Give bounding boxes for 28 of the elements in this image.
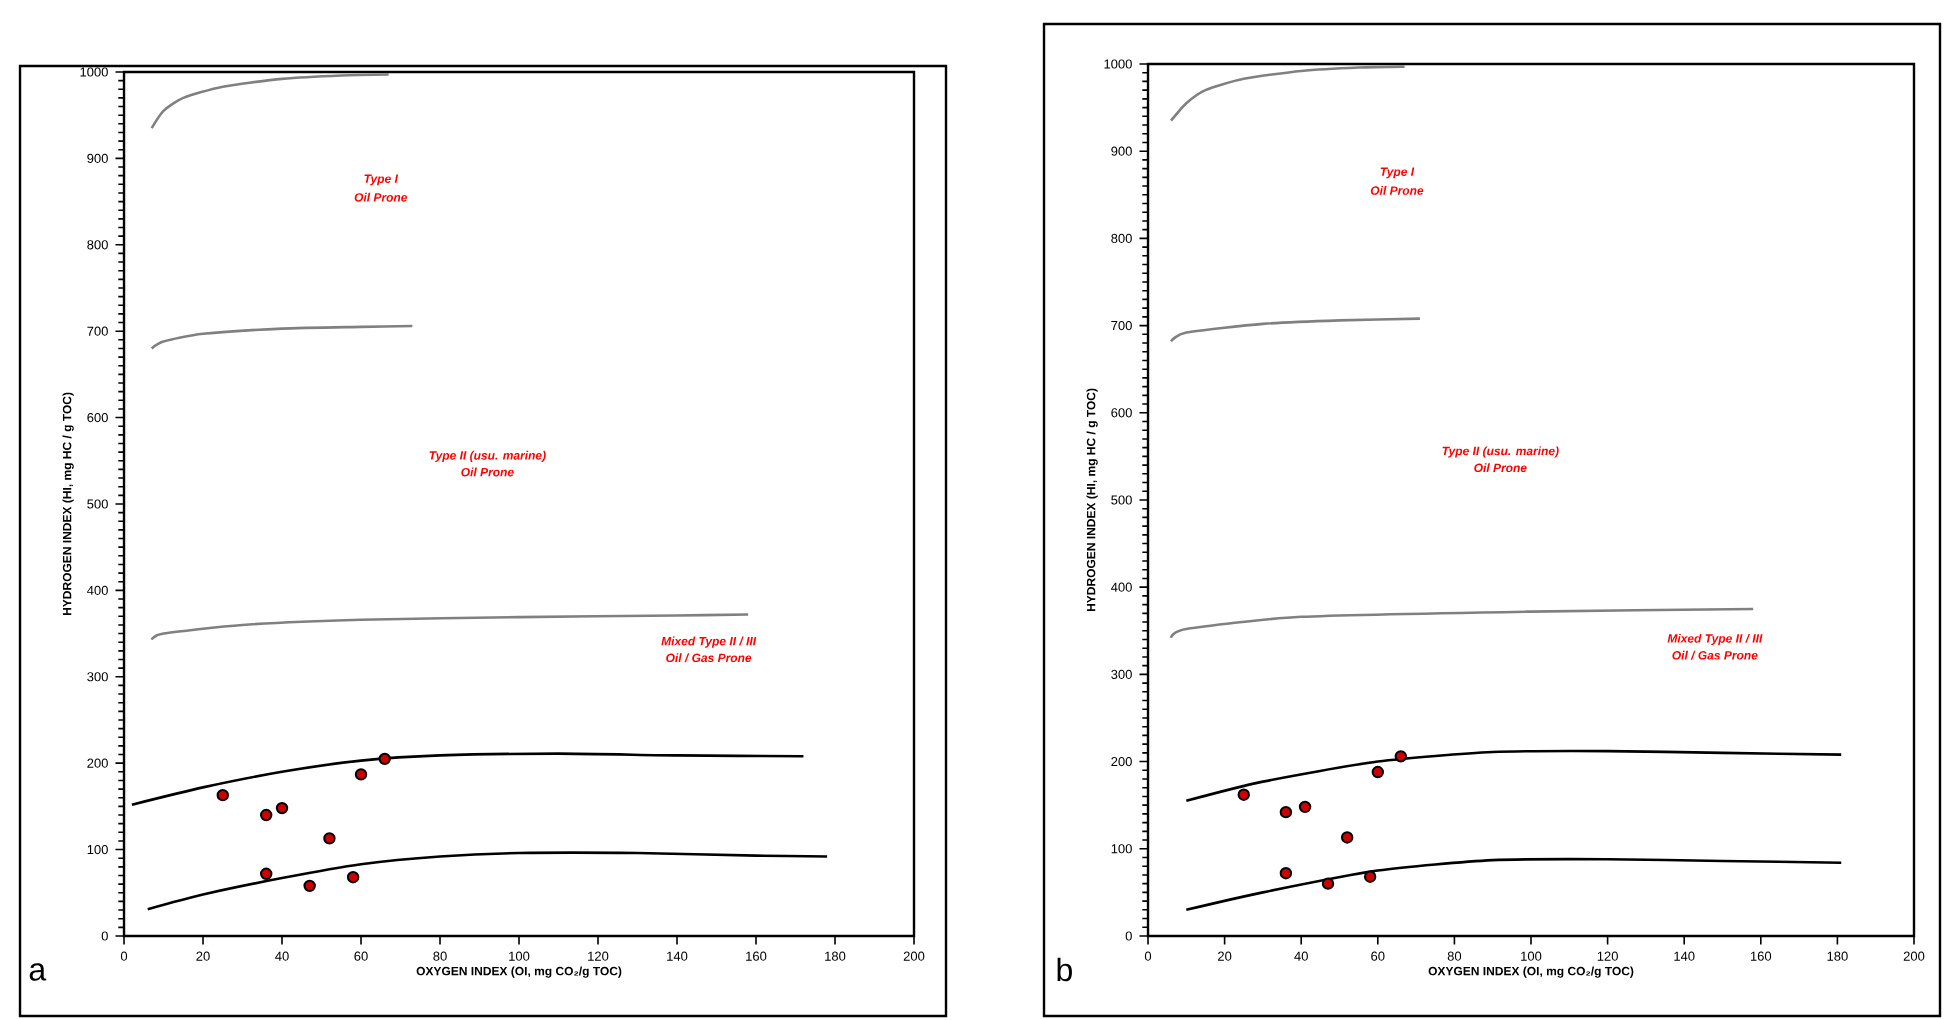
point [1363,870,1377,883]
line-series [150,73,390,130]
point [346,871,360,884]
line-series [150,324,414,350]
point [260,867,273,880]
point [1279,866,1293,880]
point [1298,800,1312,814]
point [1340,831,1354,844]
point [275,801,289,815]
point [1279,805,1293,819]
point [1321,877,1335,890]
point [378,752,391,766]
point [323,832,336,845]
point [1237,788,1250,801]
text: b [1057,957,1072,982]
point [303,879,316,893]
point [1371,765,1385,779]
point [1394,750,1407,763]
text: a [29,963,47,981]
point [260,808,273,822]
line-series [1169,65,1406,122]
line-series [1185,857,1843,912]
line-series [146,851,829,911]
line-series [130,752,805,806]
point [354,768,368,781]
line-series [1185,749,1843,803]
point [216,788,229,802]
line-series [1169,317,1422,343]
